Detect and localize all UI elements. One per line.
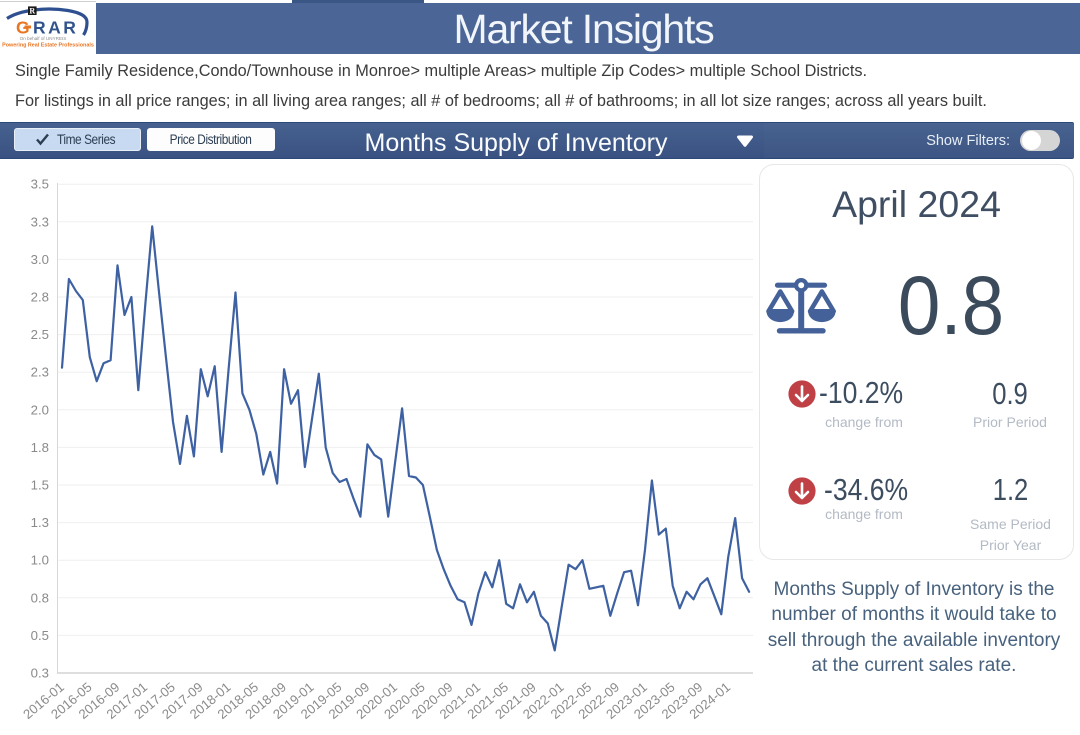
svg-text:On behalf of UNYREIS: On behalf of UNYREIS: [20, 36, 67, 41]
svg-text:0.8: 0.8: [31, 590, 49, 605]
svg-text:G: G: [16, 17, 32, 37]
svg-text:2.3: 2.3: [31, 365, 49, 380]
svg-text:0.3: 0.3: [31, 666, 49, 681]
svg-text:2.5: 2.5: [31, 327, 49, 342]
svg-text:3.3: 3.3: [31, 214, 49, 229]
svg-text:3.0: 3.0: [31, 252, 49, 267]
svg-text:RAR: RAR: [33, 17, 78, 37]
svg-text:R: R: [29, 7, 35, 16]
svg-text:1.0: 1.0: [31, 553, 49, 568]
svg-text:2.8: 2.8: [31, 290, 49, 305]
svg-text:0.5: 0.5: [31, 628, 49, 643]
svg-text:1.8: 1.8: [31, 440, 49, 455]
svg-text:3.5: 3.5: [31, 177, 49, 192]
svg-text:2.0: 2.0: [31, 402, 49, 417]
svg-text:1.3: 1.3: [31, 515, 49, 530]
svg-text:Powering Real Estate Professio: Powering Real Estate Professionals: [2, 42, 94, 48]
svg-text:1.5: 1.5: [31, 478, 49, 493]
